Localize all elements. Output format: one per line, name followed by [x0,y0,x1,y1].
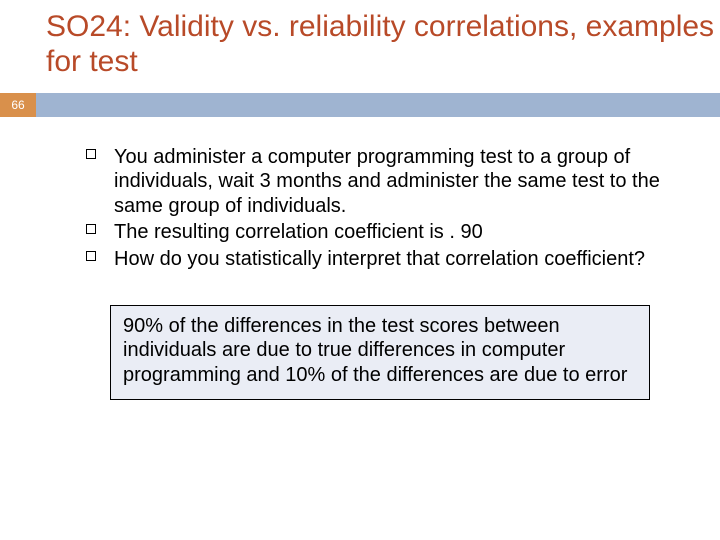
bullet-marker-icon [86,251,96,261]
bullet-list: You administer a computer programming te… [80,145,680,271]
bullet-text: You administer a computer programming te… [114,146,660,217]
list-item: The resulting correlation coefficient is… [80,220,680,244]
slide-title: SO24: Validity vs. reliability correlati… [0,0,720,93]
bullet-text: The resulting correlation coefficient is… [114,221,483,243]
bullet-marker-icon [86,224,96,234]
slide-number-badge: 66 [0,93,36,117]
bullet-text: How do you statistically interpret that … [114,248,645,270]
list-item: How do you statistically interpret that … [80,247,680,271]
content-area: You administer a computer programming te… [0,117,720,400]
bullet-marker-icon [86,149,96,159]
answer-box: 90% of the differences in the test score… [110,305,650,400]
list-item: You administer a computer programming te… [80,145,680,218]
header-band: 66 [0,93,720,117]
header-band-bar [36,93,720,117]
